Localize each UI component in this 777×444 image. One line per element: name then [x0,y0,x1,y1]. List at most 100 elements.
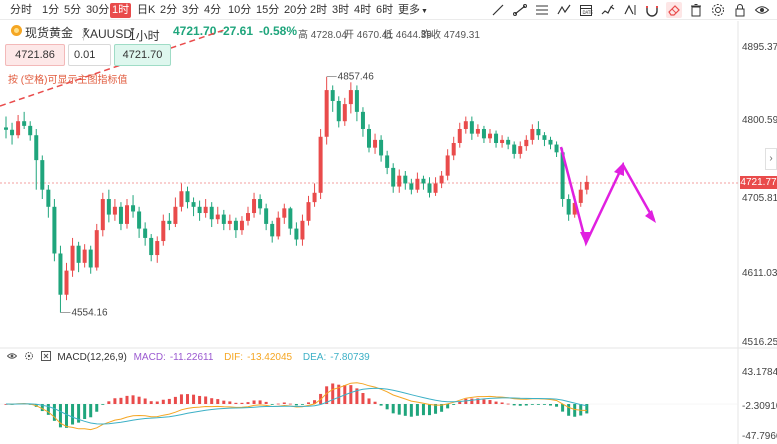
macd-histogram-bar [385,404,389,410]
close-icon[interactable] [40,351,51,361]
macd-histogram-bar [125,395,129,404]
eraser-icon[interactable] [666,2,682,18]
candle-body [22,121,27,126]
macd-histogram-bar [167,398,171,404]
candle-body [100,199,105,231]
macd-histogram-bar [282,402,286,404]
macd-histogram-bar [246,402,250,404]
settings-icon[interactable] [24,351,34,361]
candle-body [457,128,462,143]
timeframe-11[interactable]: 20分 [284,4,308,16]
candle-body [70,245,75,271]
candle-body [46,189,51,207]
candle-body [161,220,166,242]
candle-body [324,90,329,137]
timeframe-13[interactable]: 3时 [332,4,350,16]
price-axis-label: 4895.37 [742,42,777,53]
svg-text:DATE: DATE [583,10,594,15]
candle-body [542,135,547,140]
macd-histogram-bar [421,404,425,416]
timeframe-9[interactable]: 10分 [228,4,252,16]
timeframe-10[interactable]: 15分 [256,4,280,16]
timeframe-4[interactable]: 1时 [110,3,132,18]
eye-icon[interactable] [6,351,18,361]
indicator-icon[interactable] [600,2,616,18]
candle-body [10,129,15,136]
measure-icon[interactable] [622,2,638,18]
candle-body [4,127,8,130]
timeframe-5[interactable]: 日K [137,4,156,16]
candle-body [475,128,480,134]
chevron-right-icon[interactable]: › [765,148,777,170]
timeframe-8[interactable]: 4分 [204,4,222,16]
macd-histogram-bar [258,400,262,404]
draw-line-icon[interactable] [490,2,506,18]
candle-body [52,206,57,254]
timeframe-1[interactable]: 1分 [42,4,60,16]
macd-histogram-bar [482,399,486,404]
candle-body [536,128,541,136]
timeframe-6[interactable]: 2分 [160,4,178,16]
candle-body [258,199,263,209]
macd-histogram-bar [228,401,232,404]
more-timeframes-button[interactable]: 更多▼ [396,3,430,18]
trend-line-icon[interactable] [512,2,528,18]
macd-histogram-bar [307,402,310,404]
magnet-icon[interactable] [644,2,660,18]
fib-icon[interactable] [534,2,550,18]
candle-body [227,220,232,224]
buy-price-button[interactable]: 4721.70 [114,44,171,66]
delete-icon[interactable] [688,2,704,18]
candle-body [415,178,420,190]
quantity-input[interactable] [68,44,111,66]
candle-body [367,128,371,148]
low-marker: 4554.16 [71,308,108,319]
macd-axis-label: 43.17849 [742,367,777,378]
timeframe-14[interactable]: 4时 [354,4,372,16]
high-value: 高 4728.04 [298,30,347,41]
timeframe-15[interactable]: 6时 [376,4,394,16]
candle-body [336,100,341,122]
indicator-hint: 按 (空格)可显示主图指标值 [8,75,128,86]
macd-histogram-bar [349,385,353,404]
candle-body [215,214,220,220]
macd-histogram-bar [397,404,401,415]
macd-histogram-bar [573,404,577,417]
candle-body [94,230,99,268]
macd-histogram-bar [428,404,431,416]
macd-histogram-bar [313,400,317,404]
macd-histogram-bar [143,398,147,404]
macd-histogram-bar [65,404,68,428]
candle-body [342,104,347,122]
macd-histogram-bar [530,404,534,405]
macd-histogram-bar [542,404,546,405]
timeframe-2[interactable]: 5分 [64,4,82,16]
macd-histogram-bar [46,404,50,415]
candle-body [239,220,244,231]
timeframe-12[interactable]: 2时 [310,4,328,16]
symbol-name[interactable]: 现货黄金 [25,26,74,40]
candle-body [167,220,172,224]
timeframe-3[interactable]: 30分 [86,4,110,16]
macd-histogram-bar [391,404,395,414]
candle-body [131,205,136,212]
date-range-icon[interactable]: DATE [578,2,594,18]
lock-icon[interactable] [732,2,748,18]
sell-price-button[interactable]: 4721.86 [5,44,65,66]
candle-body [379,139,384,156]
macd-histogram-bar [288,403,292,405]
macd-histogram-bar [276,403,280,405]
macd-histogram-bar [204,396,208,404]
arrow-head [614,162,624,176]
candle-body [58,253,63,295]
timeframe-7[interactable]: 3分 [182,4,200,16]
candle-body [112,206,117,215]
eye-icon[interactable] [754,2,770,18]
timeframe-0[interactable]: 分时 [10,4,32,16]
candle-body [306,202,311,221]
settings-icon[interactable] [710,2,726,18]
timeframe-toolbar: 分时 1分 5分 30分 1时 日K 2分 3分 4分 10分 15分 20分 2时 3时 4时 6时 更多▼… [0,0,777,20]
wave-icon[interactable] [556,2,572,18]
candle-body [252,199,257,214]
